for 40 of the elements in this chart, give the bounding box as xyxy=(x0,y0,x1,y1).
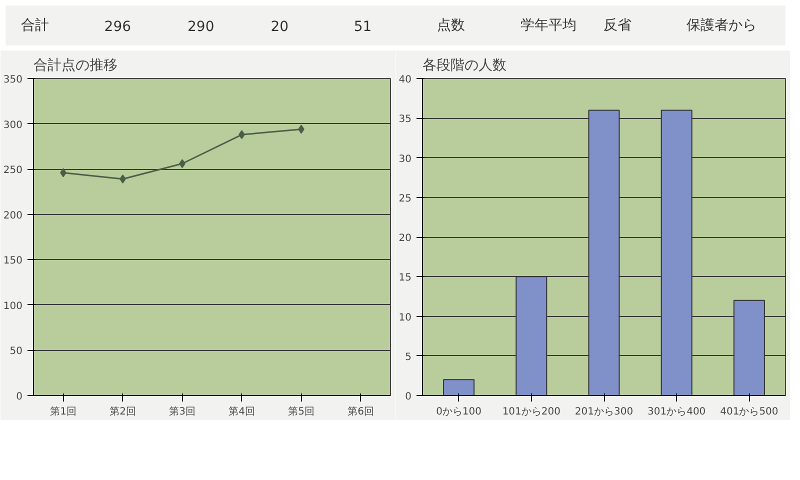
x-tick-label: 第4回 xyxy=(228,406,255,418)
x-tick-label: 0から100 xyxy=(436,406,482,418)
y-tick-label: 150 xyxy=(3,256,23,267)
x-tick-label: 301から400 xyxy=(648,406,706,418)
text: 20 xyxy=(270,19,289,35)
x-tick-label: 101から200 xyxy=(502,406,560,418)
y-tick-label: 20 xyxy=(398,233,412,244)
x-tick-label: 第5回 xyxy=(288,406,314,418)
y-tick-label: 30 xyxy=(398,154,412,165)
chart-title: 各段階の人数 xyxy=(422,58,506,74)
y-tick-label: 40 xyxy=(398,74,412,86)
y-tick-label: 50 xyxy=(10,346,23,358)
y-tick-label: 5 xyxy=(405,352,412,363)
y-tick-label: 15 xyxy=(398,272,412,284)
x-tick-label: 第1回 xyxy=(50,406,76,418)
text: 点数 xyxy=(437,18,466,34)
y-tick-label: 10 xyxy=(398,312,412,324)
y-tick-label: 35 xyxy=(398,114,412,126)
text: 保護者から xyxy=(686,18,757,34)
x-tick-label: 201から300 xyxy=(574,406,634,418)
y-tick-label: 300 xyxy=(3,120,23,131)
x-tick-label: 第3回 xyxy=(169,406,196,418)
chart-title: 合計点の推移 xyxy=(34,58,118,74)
y-tick-label: 0 xyxy=(16,392,23,402)
x-tick-label: 第6回 xyxy=(348,406,374,418)
text: 51 xyxy=(354,19,372,35)
x-tick-label: 第2回 xyxy=(110,406,136,418)
bar xyxy=(443,379,475,396)
x-tick-label: 401から500 xyxy=(720,406,778,418)
text: 合計 xyxy=(21,18,50,34)
y-tick-label: 100 xyxy=(3,300,23,312)
y-tick-label: 250 xyxy=(3,165,23,176)
text: 学年平均 xyxy=(520,18,576,34)
y-tick-label: 200 xyxy=(3,210,23,222)
y-tick-label: 350 xyxy=(3,74,23,86)
y-tick-label: 25 xyxy=(398,193,412,204)
text: 反省 xyxy=(604,18,632,34)
text: 296 xyxy=(104,19,132,35)
text: 290 xyxy=(188,19,214,35)
y-tick-label: 0 xyxy=(405,392,412,402)
